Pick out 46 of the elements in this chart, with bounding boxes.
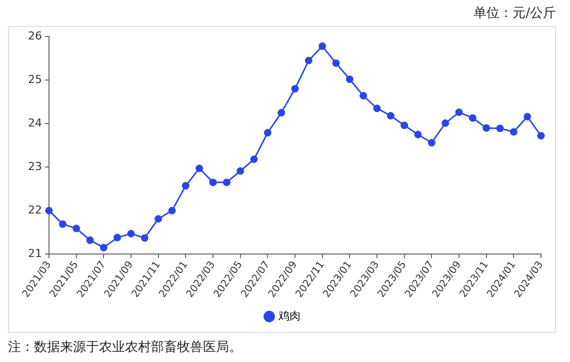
text: 单位：元/公斤	[474, 5, 556, 22]
point	[154, 215, 162, 223]
y-tick-label: 21	[28, 246, 42, 260]
point	[264, 128, 272, 136]
point	[442, 119, 450, 127]
point	[250, 156, 258, 164]
point	[127, 230, 135, 238]
legend-label: 鸡肉	[277, 309, 300, 322]
point	[114, 234, 122, 242]
y-tick-label: 26	[28, 29, 42, 42]
point	[318, 42, 326, 50]
point	[58, 220, 66, 228]
point	[482, 124, 490, 132]
point	[236, 167, 244, 175]
point	[360, 92, 368, 100]
point	[45, 206, 53, 214]
point	[140, 234, 148, 242]
point	[209, 178, 217, 186]
point	[332, 59, 340, 67]
point	[304, 56, 312, 64]
point	[468, 114, 476, 122]
y-tick-label: 22	[28, 203, 42, 216]
point	[537, 132, 545, 140]
point	[222, 178, 230, 186]
point	[400, 122, 408, 130]
point	[278, 108, 286, 116]
point	[510, 128, 518, 136]
point	[182, 182, 190, 190]
point	[86, 236, 94, 244]
point	[100, 244, 108, 252]
text: 注：数据来源于农业农村部畜牧兽医局。	[8, 339, 242, 356]
point	[373, 104, 381, 112]
point	[72, 224, 80, 232]
point	[291, 85, 299, 93]
y-tick-label: 24	[28, 116, 42, 130]
point	[455, 108, 463, 116]
point	[386, 112, 394, 120]
point	[496, 124, 504, 132]
point	[168, 206, 176, 214]
point	[414, 130, 422, 138]
point	[196, 164, 204, 172]
point	[346, 75, 354, 83]
point	[524, 112, 532, 120]
y-tick-label: 25	[28, 72, 42, 86]
y-tick-label: 23	[28, 160, 42, 173]
point	[428, 138, 436, 146]
